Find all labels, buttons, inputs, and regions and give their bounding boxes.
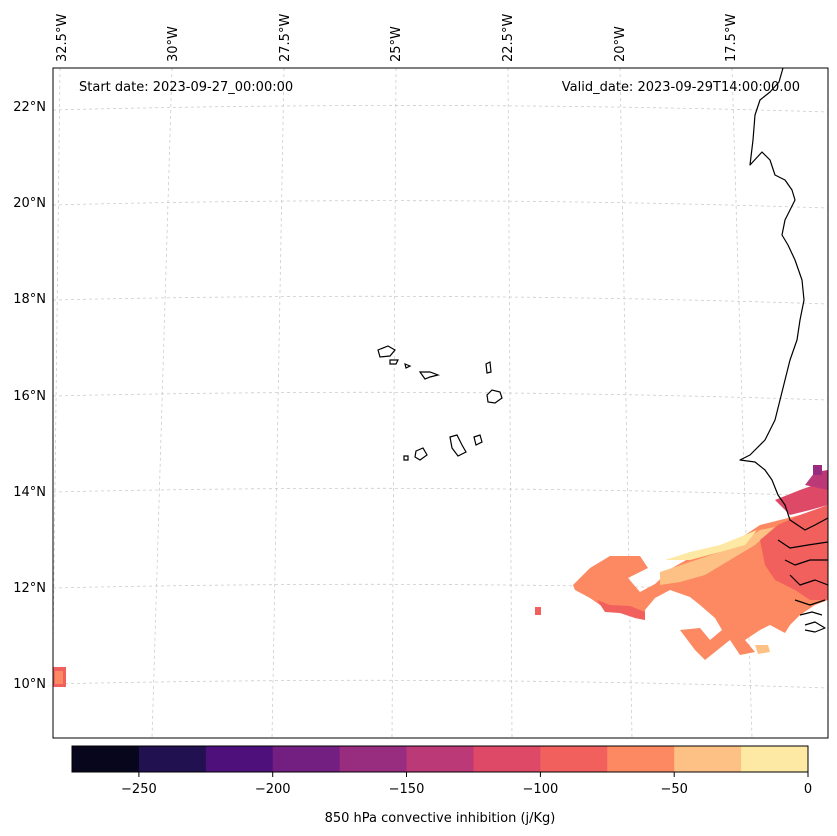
latitude-labels: 22°N 20°N 18°N 16°N 14°N 12°N 10°N xyxy=(13,100,46,692)
cin-core xyxy=(813,465,822,475)
lat-label: 10°N xyxy=(13,677,46,692)
cin-patch-small xyxy=(535,607,541,615)
africa-coastline xyxy=(739,68,828,633)
island-maio xyxy=(473,434,483,446)
island-boa-vista xyxy=(486,389,503,404)
colorbar-tick-label: −150 xyxy=(389,782,425,797)
cin-band-weak xyxy=(665,530,757,560)
colorbar-segment xyxy=(473,746,541,772)
lon-label: 22.5°W xyxy=(501,14,516,62)
island-fogo xyxy=(414,447,428,461)
lat-label: 12°N xyxy=(13,581,46,596)
lon-label: 30°W xyxy=(166,26,181,62)
longitude-labels: 32.5°W 30°W 27.5°W 25°W 22.5°W 20°W 17.5… xyxy=(55,14,739,62)
lat-label: 14°N xyxy=(13,485,46,500)
lon-label: 25°W xyxy=(389,26,404,62)
island-sao-vicente xyxy=(389,359,399,365)
colorbar-ticks: −250 −200 −150 −100 −50 0 xyxy=(121,772,812,797)
lat-label: 18°N xyxy=(13,292,46,307)
colorbar-segment xyxy=(540,746,608,772)
colorbar-segment xyxy=(674,746,742,772)
lat-label: 16°N xyxy=(13,389,46,404)
cin-band-stronger xyxy=(805,470,828,490)
colorbar-segments xyxy=(72,746,809,772)
cin-region-east xyxy=(760,505,828,600)
lon-label: 32.5°W xyxy=(55,14,70,62)
island-santa-luzia xyxy=(404,363,412,369)
colorbar-tick-label: −200 xyxy=(255,782,291,797)
coastlines xyxy=(377,68,828,633)
start-date-label: Start date: 2023-09-27_00:00:00 xyxy=(79,80,293,95)
colorbar-label: 850 hPa convective inhibition (j/Kg) xyxy=(325,811,556,826)
cin-band-strong xyxy=(775,480,828,515)
colorbar-segment xyxy=(205,746,274,772)
valid-date-label: Valid_date: 2023-09-29T14:00:00.00 xyxy=(562,80,800,95)
island-santiago xyxy=(449,434,467,457)
lat-label: 20°N xyxy=(13,196,46,211)
island-sao-nicolau xyxy=(418,371,441,380)
map-frame xyxy=(52,67,829,739)
colorbar-segment xyxy=(741,746,809,772)
colorbar-segment xyxy=(406,746,474,772)
cin-shading xyxy=(53,465,828,687)
cin-patch-west-inner xyxy=(55,671,63,684)
colorbar-segment xyxy=(72,746,140,772)
lon-label: 20°W xyxy=(613,26,628,62)
lat-label: 22°N xyxy=(13,100,46,115)
island-brava xyxy=(403,455,409,461)
colorbar: −250 −200 −150 −100 −50 0 850 hPa convec… xyxy=(71,745,812,826)
lon-label: 27.5°W xyxy=(278,14,293,62)
cin-patch-southeast xyxy=(755,645,770,654)
graticule xyxy=(53,68,828,738)
colorbar-segment xyxy=(339,746,408,772)
cin-band-south xyxy=(597,600,645,620)
colorbar-tick-label: 0 xyxy=(804,782,812,797)
colorbar-frame xyxy=(71,745,809,773)
island-sal xyxy=(485,361,492,374)
colorbar-tick-label: −100 xyxy=(523,782,559,797)
map-panel: Start date: 2023-09-27_00:00:00 Valid_da… xyxy=(13,14,829,739)
colorbar-segment xyxy=(138,746,207,772)
colorbar-tick-label: −250 xyxy=(121,782,157,797)
colorbar-segment xyxy=(607,746,675,772)
colorbar-tick-label: −50 xyxy=(660,782,687,797)
colorbar-segment xyxy=(272,746,341,772)
lon-label: 17.5°W xyxy=(724,14,739,62)
island-santo-antao xyxy=(377,345,396,358)
